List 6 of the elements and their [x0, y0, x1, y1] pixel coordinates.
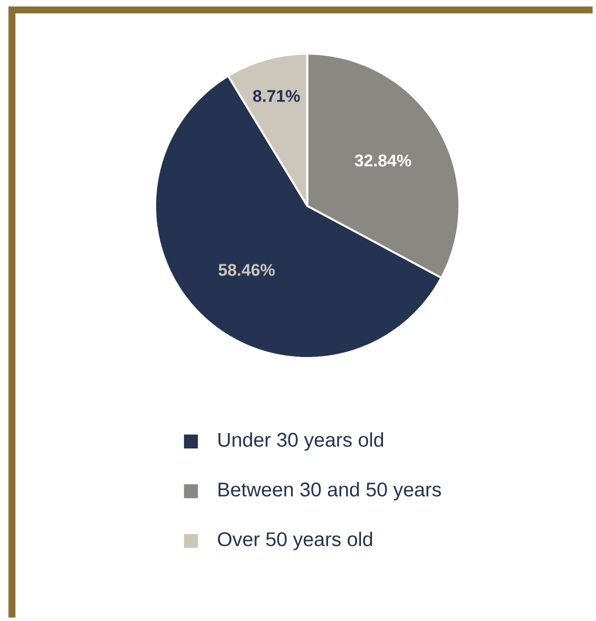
legend-label: Under 30 years old	[218, 432, 384, 451]
legend-label: Over 50 years old	[218, 532, 372, 550]
data-label: 58.46%	[218, 264, 275, 276]
data-label: 8.71%	[253, 90, 300, 102]
data-label: 32.84%	[354, 154, 412, 166]
legend-label: Between 30 and 50 years	[218, 482, 441, 500]
